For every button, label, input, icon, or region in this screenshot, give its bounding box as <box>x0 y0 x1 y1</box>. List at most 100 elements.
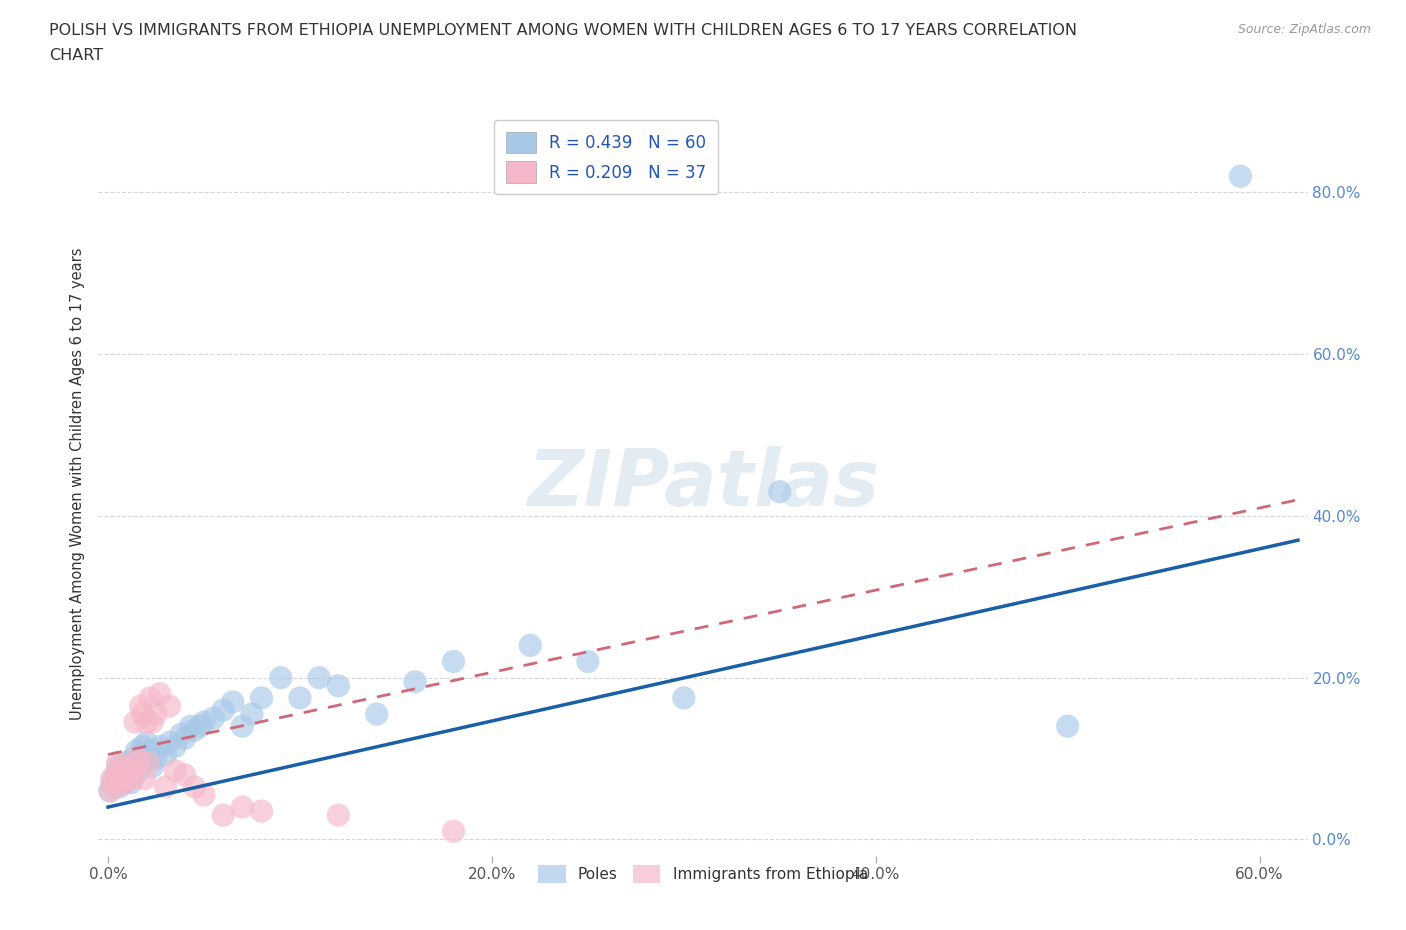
Text: ZIPatlas: ZIPatlas <box>527 445 879 522</box>
Point <box>183 779 205 794</box>
Point <box>250 804 273 818</box>
Point <box>165 764 187 778</box>
Y-axis label: Unemployment Among Women with Children Ages 6 to 17 years: Unemployment Among Women with Children A… <box>70 247 86 720</box>
Point <box>193 788 215 803</box>
Point <box>124 715 146 730</box>
Point <box>107 759 129 774</box>
Point <box>104 779 127 794</box>
Point <box>120 776 142 790</box>
Point <box>104 767 127 782</box>
Point <box>212 808 235 823</box>
Point <box>128 764 150 778</box>
Point <box>129 698 152 713</box>
Point <box>114 764 136 778</box>
Point <box>139 743 162 758</box>
Point <box>101 776 124 790</box>
Point <box>188 719 211 734</box>
Point <box>115 759 138 774</box>
Point <box>149 739 172 754</box>
Point <box>128 755 150 770</box>
Point <box>110 767 132 782</box>
Point <box>125 751 148 766</box>
Point <box>122 767 145 782</box>
Point <box>149 686 172 701</box>
Point <box>308 671 330 685</box>
Point <box>672 690 695 705</box>
Point <box>145 707 167 722</box>
Point <box>131 755 153 770</box>
Point <box>183 723 205 737</box>
Point <box>107 755 129 770</box>
Point <box>136 755 159 770</box>
Point <box>141 715 163 730</box>
Point <box>173 731 195 746</box>
Point <box>159 698 181 713</box>
Point <box>110 767 132 782</box>
Point <box>129 747 152 762</box>
Point <box>134 771 156 786</box>
Point <box>180 719 202 734</box>
Point <box>115 771 138 786</box>
Point <box>120 755 142 770</box>
Point <box>328 808 350 823</box>
Point <box>131 707 153 722</box>
Point <box>1056 719 1078 734</box>
Point <box>135 735 157 750</box>
Point <box>193 715 215 730</box>
Point <box>125 755 148 770</box>
Point <box>576 654 599 669</box>
Point <box>98 783 121 798</box>
Point <box>122 771 145 786</box>
Point <box>769 485 792 499</box>
Point <box>107 771 129 786</box>
Point <box>165 739 187 754</box>
Point <box>108 779 131 794</box>
Point <box>159 735 181 750</box>
Legend: Poles, Immigrants from Ethiopia: Poles, Immigrants from Ethiopia <box>531 859 875 889</box>
Point <box>240 707 263 722</box>
Point <box>131 739 153 754</box>
Point <box>134 751 156 766</box>
Point <box>443 654 465 669</box>
Point <box>101 771 124 786</box>
Point <box>112 759 135 774</box>
Point <box>108 771 131 786</box>
Point <box>170 727 193 742</box>
Point <box>107 764 129 778</box>
Point <box>173 767 195 782</box>
Point <box>103 779 125 794</box>
Text: Source: ZipAtlas.com: Source: ZipAtlas.com <box>1237 23 1371 36</box>
Point <box>114 776 136 790</box>
Point <box>288 690 311 705</box>
Point <box>118 767 141 782</box>
Point <box>135 715 157 730</box>
Point <box>155 747 177 762</box>
Point <box>120 764 142 778</box>
Point <box>222 695 245 710</box>
Point <box>202 711 225 725</box>
Point <box>1229 169 1251 184</box>
Point <box>110 771 132 786</box>
Point <box>114 755 136 770</box>
Point <box>103 776 125 790</box>
Point <box>118 767 141 782</box>
Point <box>231 800 253 815</box>
Point <box>122 751 145 766</box>
Point <box>139 690 162 705</box>
Point <box>98 783 121 798</box>
Text: POLISH VS IMMIGRANTS FROM ETHIOPIA UNEMPLOYMENT AMONG WOMEN WITH CHILDREN AGES 6: POLISH VS IMMIGRANTS FROM ETHIOPIA UNEMP… <box>49 23 1077 38</box>
Point <box>125 743 148 758</box>
Point <box>404 674 426 689</box>
Point <box>115 771 138 786</box>
Point <box>328 678 350 693</box>
Point <box>443 824 465 839</box>
Point <box>519 638 541 653</box>
Point <box>366 707 388 722</box>
Point <box>155 779 177 794</box>
Point <box>145 751 167 766</box>
Point <box>112 776 135 790</box>
Point <box>270 671 292 685</box>
Point <box>141 759 163 774</box>
Text: CHART: CHART <box>49 48 103 63</box>
Point <box>231 719 253 734</box>
